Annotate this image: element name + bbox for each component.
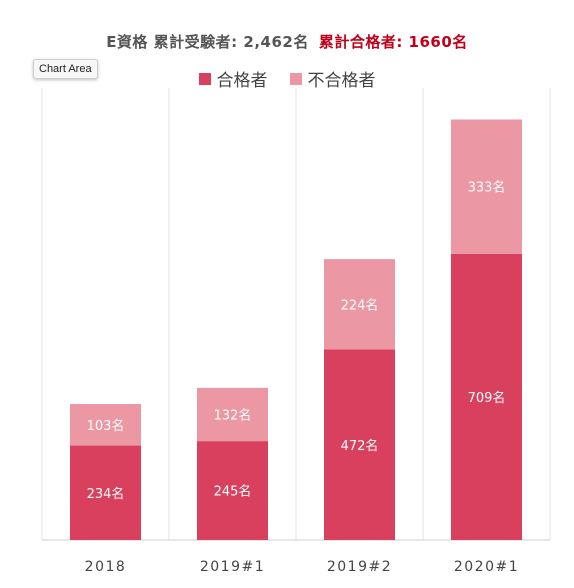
legend-item-failed[interactable]: 不合格者	[289, 66, 376, 91]
bar-failed-2020#1[interactable]	[451, 119, 522, 254]
data-label-failed-2020#1: 333名	[468, 180, 506, 196]
legend-swatch-failed	[289, 72, 302, 85]
legend-item-passed[interactable]: 合格者	[198, 66, 268, 91]
bar-failed-2019#1[interactable]	[197, 387, 268, 442]
bar-passed-2019#2[interactable]	[324, 349, 395, 540]
legend-label-passed: 合格者	[216, 71, 268, 91]
data-label-failed-2019#1: 132名	[214, 407, 252, 423]
bar-passed-2020#1[interactable]	[451, 253, 522, 540]
bar-passed-2018[interactable]	[70, 445, 141, 540]
bar-failed-2018[interactable]	[70, 403, 141, 446]
data-label-failed-2019#2: 224名	[341, 297, 379, 313]
x-tick-label-2019#1: 2019#1	[200, 559, 265, 575]
x-tick-label-2019#2: 2019#2	[327, 559, 392, 575]
chart-area-tooltip: Chart Area	[33, 59, 98, 79]
legend-label-failed: 不合格者	[307, 71, 376, 91]
data-label-passed-2019#1: 245名	[214, 484, 252, 500]
chart-title: E資格 累計受験者: 2,462名 累計合格者: 1660名	[0, 31, 574, 52]
chart-title-total-examinees: E資格 累計受験者: 2,462名	[106, 33, 309, 51]
legend: 合格者 不合格者	[0, 66, 574, 91]
bar-passed-2019#1[interactable]	[197, 441, 268, 540]
data-label-passed-2019#2: 472名	[341, 438, 379, 454]
data-label-passed-2018: 234名	[87, 486, 125, 502]
legend-swatch-passed	[198, 72, 211, 85]
x-tick-label-2018: 2018	[85, 559, 127, 575]
bar-failed-2019#2[interactable]	[324, 259, 395, 350]
data-label-failed-2018: 103名	[87, 418, 125, 434]
data-label-passed-2020#1: 709名	[468, 390, 506, 406]
chart-title-total-passers: 累計合格者: 1660名	[318, 33, 468, 51]
x-tick-label-2020#1: 2020#1	[454, 559, 519, 575]
